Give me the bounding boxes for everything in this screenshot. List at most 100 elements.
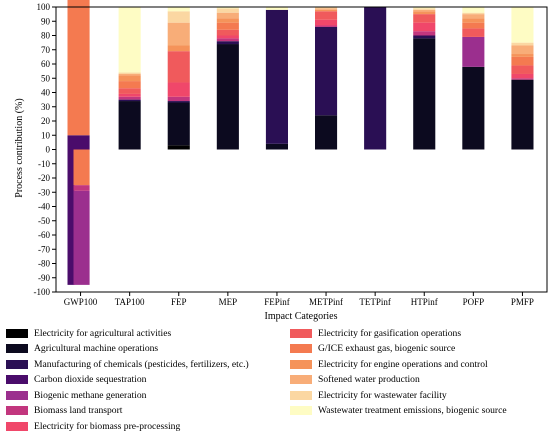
legend-label: Wastewater treatment emissions, biogenic… [318, 405, 507, 416]
bar-segment-metpinf-electricity-for-biomass-pre-processing [315, 19, 338, 26]
y-tick-label: 70 [41, 45, 51, 55]
x-tick-label-fep: FEP [171, 297, 187, 307]
axes-layer: 1009080706050403020100-10-20-30-40-50-60… [34, 2, 548, 307]
bar-segment-pmfp-g-ice-exhaust-gas-biogenic-source [511, 56, 534, 66]
legend-item-agricultural-machine-operations: Agricultural machine operations [6, 342, 158, 356]
legend-label: Electricity for agricultural activities [34, 327, 172, 339]
bar-segment-mep-agricultural-machine-operations [216, 44, 239, 150]
legend-item-electricity-for-biomass-pre-processing: Electricity for biomass pre-processing [6, 419, 180, 433]
legend-label: Agricultural machine operations [34, 343, 159, 354]
bar-segment-gwp100-g-ice-exhaust-gas-biogenic-source [67, 0, 90, 136]
bar-segment-mep-electricity-for-engine-operations-and-control [216, 18, 239, 23]
bar-segment-gwp100-biogenic-methane-generation [67, 135, 90, 150]
bar-segment-gwp100-g-ice-exhaust-gas-biogenic-source [73, 149, 90, 186]
bar-segment-htpinf-electricity-for-wastewater-facility [413, 8, 436, 10]
legend-label: Electricity for biomass pre-processing [34, 420, 181, 432]
bars-layer [67, 0, 534, 285]
x-axis-title: Impact Categories [264, 311, 337, 322]
legend-item-carbon-dioxide-sequestration: Carbon dioxide sequestration [6, 373, 146, 387]
legend-swatch [290, 390, 312, 400]
legend-label: Carbon dioxide sequestration [34, 374, 147, 385]
y-tick-label: -100 [34, 287, 51, 297]
bar-segment-metpinf-electricity-for-engine-operations-and-control [315, 9, 338, 12]
legend-swatch [6, 421, 28, 431]
legend-label: Manufacturing of chemicals (pesticides, … [34, 358, 249, 370]
stacked-bar-chart: 1009080706050403020100-10-20-30-40-50-60… [14, 0, 548, 322]
bar-segment-htpinf-manufacturing-of-chemicals-pesticides-fertilizers-etc [413, 35, 436, 39]
bar-segment-mep-softened-water-production [216, 12, 239, 19]
bar-segment-htpinf-biomass-land-transport [413, 31, 436, 36]
legend-label: Electricity for gasification operations [318, 327, 462, 339]
y-tick-label: 60 [41, 59, 51, 69]
y-tick-label: -10 [38, 159, 50, 169]
bar-segment-fep-electricity-for-wastewater-facility [167, 11, 190, 23]
legend-swatch [290, 406, 312, 415]
legend-swatch [6, 344, 28, 353]
bar-segment-tetpinf-manufacturing-of-chemicals-pesticides-fertilizers-etc [364, 7, 387, 150]
bar-segment-metpinf-softened-water-production [315, 8, 338, 10]
legend-swatch [6, 375, 28, 384]
bar-segment-pofp-wastewater-treatment-emissions-biogenic-source [462, 7, 485, 13]
bar-segment-tap100-wastewater-treatment-emissions-biogenic-source [118, 7, 141, 73]
y-tick-label: 20 [41, 116, 51, 126]
x-tick-label-tetpinf: TETPinf [359, 297, 391, 307]
bar-segment-mep-manufacturing-of-chemicals-pesticides-fertilizers-etc [216, 41, 239, 45]
bar-segment-pmfp-biomass-land-transport [511, 78, 534, 80]
bar-segment-fep-electricity-for-engine-operations-and-control [167, 45, 190, 52]
y-tick-label: 10 [41, 130, 51, 140]
bar-segment-pmfp-softened-water-production [511, 45, 534, 55]
legend-swatch [290, 328, 312, 338]
x-tick-label-pofp: POFP [463, 297, 485, 307]
bar-segment-htpinf-wastewater-treatment-emissions-biogenic-source [413, 7, 436, 9]
legend-item-electricity-for-engine-operations-and-control: Electricity for engine operations and co… [290, 357, 488, 371]
bar-segment-pmfp-agricultural-machine-operations [511, 79, 534, 150]
bar-segment-pofp-electricity-for-wastewater-facility [462, 12, 485, 15]
y-tick-label: -30 [38, 187, 50, 197]
legend-item-biomass-land-transport: Biomass land transport [6, 404, 122, 418]
bar-segment-fep-electricity-for-gasification-operations [167, 51, 190, 83]
y-tick-label: -90 [38, 273, 50, 283]
y-tick-label: -40 [38, 202, 50, 212]
legend-item-wastewater-treatment-emissions-biogenic-source: Wastewater treatment emissions, biogenic… [290, 404, 507, 418]
bar-segment-mep-electricity-for-gasification-operations [216, 29, 239, 36]
legend-swatch [6, 390, 28, 400]
y-tick-label: 30 [41, 102, 51, 112]
bar-segment-fep-electricity-for-biomass-pre-processing [167, 82, 190, 97]
bar-segment-tap100-g-ice-exhaust-gas-biogenic-source [118, 81, 141, 89]
legend-item-electricity-for-gasification-operations: Electricity for gasification operations [290, 326, 461, 340]
legend-swatch [290, 359, 312, 369]
bar-segment-pofp-electricity-for-engine-operations-and-control [462, 18, 485, 23]
x-tick-label-mep: MEP [219, 297, 238, 307]
bar-segment-mep-electricity-for-wastewater-facility [216, 8, 239, 13]
legend-item-manufacturing-of-chemicals-pesticides-fertilizers-etc: Manufacturing of chemicals (pesticides, … [6, 357, 249, 371]
bar-segment-gwp100-carbon-dioxide-sequestration [67, 149, 75, 285]
bar-segment-fep-electricity-for-agricultural-activities [167, 145, 190, 150]
bar-segment-gwp100-biogenic-methane-generation [73, 190, 90, 285]
bar-segment-mep-biomass-land-transport [216, 38, 239, 42]
bar-segment-pofp-biogenic-methane-generation [462, 36, 485, 67]
bar-segment-fepinf-manufacturing-of-chemicals-pesticides-fertilizers-etc [265, 9, 288, 144]
y-tick-label: 100 [37, 2, 51, 12]
y-tick-label: 50 [41, 73, 51, 83]
bar-segment-htpinf-electricity-for-gasification-operations [413, 14, 436, 23]
bar-segment-metpinf-electricity-for-wastewater-facility [315, 7, 338, 9]
bar-segment-tap100-manufacturing-of-chemicals-pesticides-fertilizers-etc [118, 99, 141, 102]
x-tick-label-tap100: TAP100 [115, 297, 145, 307]
legend-swatch [6, 328, 28, 338]
x-tick-label-metpinf: METPinf [309, 297, 343, 307]
bar-segment-pmfp-electricity-for-gasification-operations [511, 65, 534, 74]
bar-segment-htpinf-agricultural-machine-operations [413, 38, 436, 150]
legend-label: G/ICE exhaust gas, biogenic source [318, 343, 456, 354]
bar-segment-fep-softened-water-production [167, 22, 190, 46]
legend-swatch [6, 406, 28, 415]
bar-segment-metpinf-biomass-land-transport [315, 25, 338, 27]
bar-segment-metpinf-manufacturing-of-chemicals-pesticides-fertilizers-etc [315, 26, 338, 116]
y-tick-label: -60 [38, 230, 50, 240]
y-tick-label: 40 [41, 88, 51, 98]
y-tick-label: -20 [38, 173, 50, 183]
bar-segment-pmfp-wastewater-treatment-emissions-biogenic-source [511, 7, 534, 43]
bar-segment-fepinf-agricultural-machine-operations [265, 143, 288, 150]
bar-segment-pmfp-electricity-for-wastewater-facility [511, 42, 534, 46]
legend-swatch [290, 375, 312, 384]
bar-segment-fep-manufacturing-of-chemicals-pesticides-fertilizers-etc [167, 101, 190, 103]
